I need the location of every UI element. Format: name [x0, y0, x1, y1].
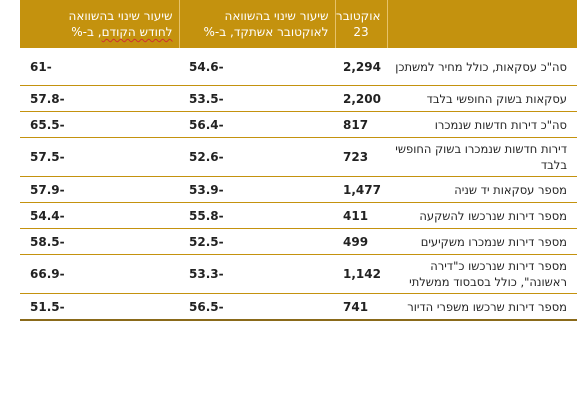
row-yoy-change: -54.6	[179, 48, 335, 86]
table-row: דירות חדשות שנמכרו בשוק החופשי בלבד 723 …	[20, 137, 577, 177]
row-metric-label: מספר דירות שנרכשו כ"דירה ראשונה", כולל ב…	[387, 254, 577, 294]
row-mom-change: -66.9	[20, 254, 179, 294]
table-row: מספר דירות שרכשו משפרי הדיור 741 -56.5 -…	[20, 293, 577, 321]
header-mom-change: שיעור שינוי בהשוואה לחודש הקודם, ב-%	[20, 0, 180, 48]
row-metric-label: עסקאות בשוק החופשי בלבד	[387, 85, 577, 112]
row-metric-label: סה"כ עסקאות, כולל מחיר למשתכן	[387, 48, 577, 86]
table-header-row: אוקטובר 23 שיעור שינוי בהשוואה לאוקטובר …	[20, 0, 577, 48]
table-row: מספר עסקאות יד שניה 1,477 -53.9 -57.9	[20, 176, 577, 203]
table-row: מספר דירות שנמכרו משקיעים 499 -52.5 -58.…	[20, 228, 577, 255]
table-row: סה"כ דירות חדשות שנמכרו 817 -56.4 -65.5	[20, 111, 577, 138]
header-mom-part3: , ב-%	[71, 25, 102, 39]
row-yoy-change: -56.4	[179, 111, 335, 138]
row-yoy-change: -53.3	[179, 254, 335, 294]
header-yoy-change: שיעור שינוי בהשוואה לאוקטובר אשתקד, ב-%	[179, 0, 336, 48]
table-row: עסקאות בשוק החופשי בלבד 2,200 -53.5 -57.…	[20, 85, 577, 112]
table-row: מספר דירות שנרכשו כ"דירה ראשונה", כולל ב…	[20, 254, 577, 294]
row-metric-label: מספר דירות שנרכשו להשקעה	[387, 202, 577, 229]
row-mom-change: -51.5	[20, 293, 179, 321]
row-yoy-change: -52.6	[179, 137, 335, 177]
row-october-value: 1,142	[335, 254, 387, 294]
row-october-value: 723	[335, 137, 387, 177]
row-mom-change: -65.5	[20, 111, 179, 138]
transactions-table-container: אוקטובר 23 שיעור שינוי בהשוואה לאוקטובר …	[20, 0, 577, 321]
table-row: סה"כ עסקאות, כולל מחיר למשתכן 2,294 -54.…	[20, 48, 577, 86]
row-october-value: 817	[335, 111, 387, 138]
row-october-value: 1,477	[335, 176, 387, 203]
row-october-value: 411	[335, 202, 387, 229]
row-yoy-change: -56.5	[179, 293, 335, 321]
row-metric-label: סה"כ דירות חדשות שנמכרו	[387, 111, 577, 138]
row-mom-change: -54.4	[20, 202, 179, 229]
row-metric-label: דירות חדשות שנמכרו בשוק החופשי בלבד	[387, 137, 577, 177]
row-yoy-change: -52.5	[179, 228, 335, 255]
table-row: מספר דירות שנרכשו להשקעה 411 -55.8 -54.4	[20, 202, 577, 229]
row-mom-change: -61	[20, 48, 179, 86]
housing-transactions-table: אוקטובר 23 שיעור שינוי בהשוואה לאוקטובר …	[20, 0, 577, 321]
header-mom-part2: לחודש הקודם	[101, 25, 173, 39]
row-mom-change: -58.5	[20, 228, 179, 255]
header-mom-part1: שיעור שינוי בהשוואה	[68, 9, 173, 23]
row-october-value: 2,200	[335, 85, 387, 112]
row-metric-label: מספר עסקאות יד שניה	[387, 176, 577, 203]
row-mom-change: -57.5	[20, 137, 179, 177]
row-metric-label: מספר דירות שרכשו משפרי הדיור	[387, 293, 577, 321]
row-yoy-change: -53.5	[179, 85, 335, 112]
header-october-23: אוקטובר 23	[335, 0, 388, 48]
row-metric-label: מספר דירות שנמכרו משקיעים	[387, 228, 577, 255]
row-october-value: 741	[335, 293, 387, 321]
header-metric	[387, 0, 577, 48]
row-october-value: 2,294	[335, 48, 387, 86]
row-yoy-change: -55.8	[179, 202, 335, 229]
row-mom-change: -57.9	[20, 176, 179, 203]
row-october-value: 499	[335, 228, 387, 255]
row-mom-change: -57.8	[20, 85, 179, 112]
row-yoy-change: -53.9	[179, 176, 335, 203]
